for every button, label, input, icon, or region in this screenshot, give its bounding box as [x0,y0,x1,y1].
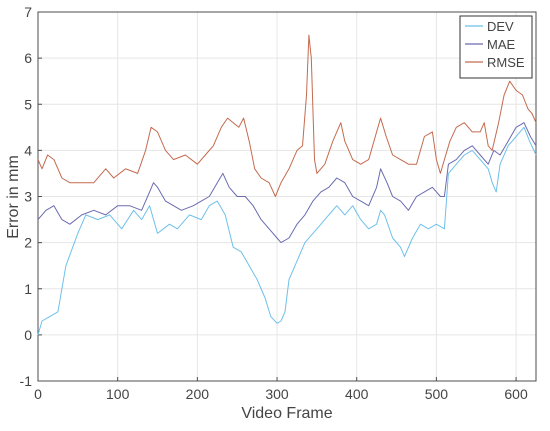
y-tick-label: 5 [24,96,32,112]
y-axis-label: Error in mm [5,155,22,239]
x-tick-label: 400 [345,386,369,402]
series-line-mae [37,122,537,244]
grid [37,11,536,382]
series-line-rmse [37,34,537,197]
series-line-dev [37,126,537,336]
y-tick-label: -1 [20,373,33,389]
legend-label: DEV [487,19,514,34]
x-tick-label: 100 [106,386,130,402]
y-tick-label: 0 [24,327,32,343]
x-tick-label: 600 [504,386,528,402]
y-tick-label: 7 [24,4,32,20]
y-tick-label: 1 [24,281,32,297]
x-tick-label: 300 [265,386,289,402]
y-tick-label: 4 [24,142,32,158]
legend: DEV MAE RMSE [459,15,533,79]
x-tick-label: 0 [34,386,42,402]
legend-label: MAE [487,37,516,52]
x-axis-label: Video Frame [241,405,332,422]
legend-label: RMSE [487,55,525,70]
y-tick-label: 3 [24,189,32,205]
y-tick-label: 6 [24,50,32,66]
x-tick-label: 200 [186,386,210,402]
series-lines [37,34,537,336]
x-tick-label: 500 [425,386,449,402]
y-tick-label: 2 [24,235,32,251]
